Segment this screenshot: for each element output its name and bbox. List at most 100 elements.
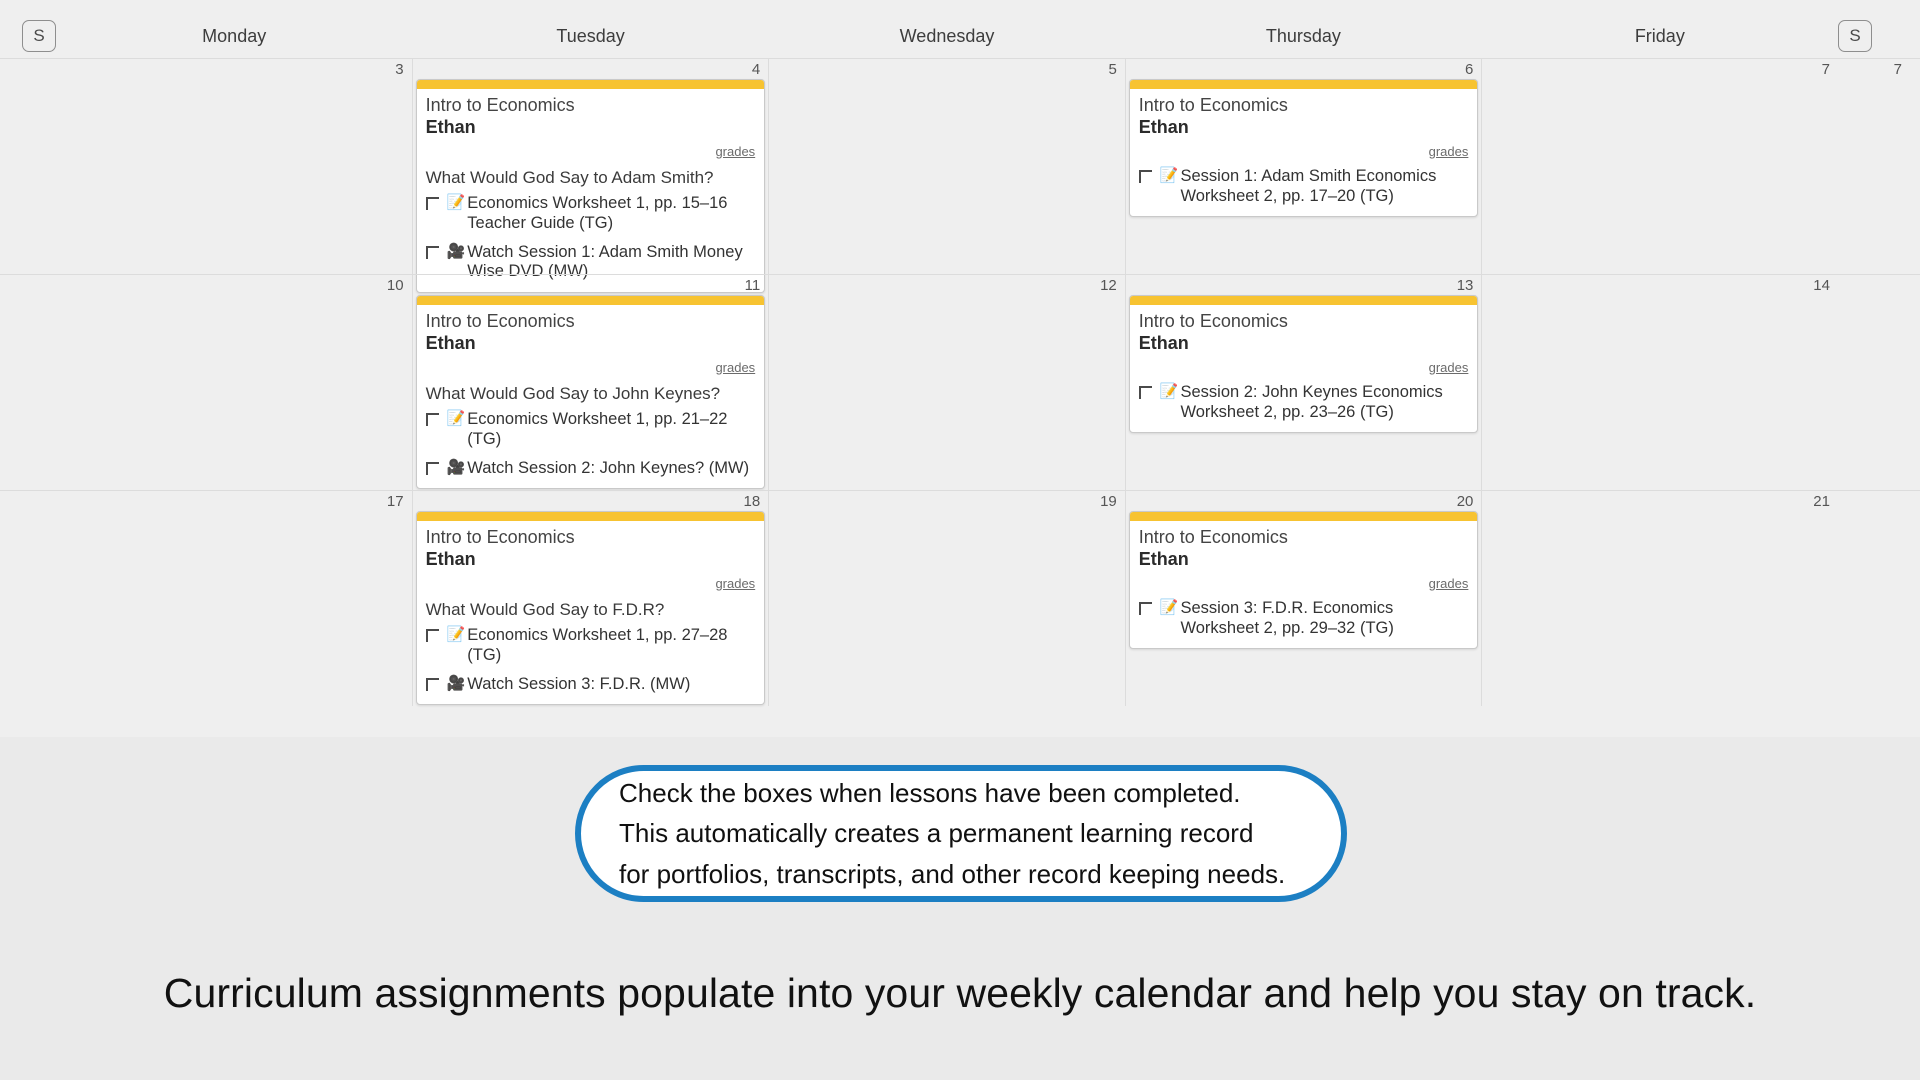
- saturday-toggle-right[interactable]: S: [1838, 20, 1872, 52]
- day-number: 13: [1456, 277, 1474, 294]
- assignment-checkbox[interactable]: [425, 245, 439, 259]
- event-course-name: Intro to Economics: [425, 311, 575, 331]
- saturday-gutter-left: [0, 275, 56, 490]
- event-course-name: Intro to Economics: [1138, 527, 1288, 547]
- movie-camera-icon: 🎥: [446, 242, 466, 260]
- grades-link[interactable]: grades: [715, 575, 756, 591]
- day-cell-tuesday[interactable]: 4 Intro to Economics Ethan grades What Would…: [413, 59, 770, 294]
- day-name-monday: Monday: [202, 26, 267, 46]
- assignment-label: Economics Worksheet 1, pp. 21–22 (TG): [467, 410, 728, 448]
- day-cell-friday[interactable]: 14: [1482, 275, 1838, 490]
- day-number: 6: [1465, 61, 1474, 78]
- day-cell-monday[interactable]: 17: [56, 491, 413, 706]
- assignment-list: 📝 Session 2: John Keynes Economics Worksh…: [1138, 382, 1469, 423]
- callout-line-3: for portfolios, transcripts, and other r…: [619, 858, 1286, 889]
- memo-icon: 📝: [446, 194, 466, 212]
- grades-row: grades: [1139, 143, 1469, 161]
- event-course-name: Intro to Economics: [1138, 95, 1288, 115]
- day-cell-tuesday[interactable]: 18 Intro to Economics Ethan grades What Woul…: [413, 491, 770, 706]
- calendar-header: S Monday Tuesday Wednesday Thursday Frid…: [0, 0, 1920, 58]
- movie-camera-icon: 🎥: [446, 674, 466, 692]
- assignment-label: Watch Session 2: John Keynes? (MW): [467, 458, 750, 477]
- event-color-stripe: [1129, 512, 1478, 521]
- saturday-gutter-left: [0, 491, 56, 706]
- assignment-label: Session 3: F.D.R. Economics Worksheet 2,…: [1180, 598, 1394, 637]
- grades-row: grades: [426, 143, 756, 161]
- day-cell-thursday[interactable]: 20 Intro to Economics Ethan grades 📝 Session …: [1126, 491, 1483, 706]
- day-cell-monday[interactable]: 3: [56, 59, 413, 274]
- day-cell-tuesday[interactable]: 11 Intro to Economics Ethan grades What Woul…: [413, 275, 770, 490]
- assignment-list: 📝 Session 3: F.D.R. Economics Worksheet 2…: [1138, 598, 1469, 639]
- day-cell-friday[interactable]: 21: [1482, 491, 1838, 706]
- event-card-body: Intro to Economics Ethan grades What Would …: [417, 89, 765, 292]
- event-student-name: Ethan: [425, 333, 476, 354]
- memo-icon: 📝: [1159, 166, 1179, 184]
- assignment-checkbox[interactable]: [1138, 169, 1152, 183]
- grades-link[interactable]: grades: [715, 143, 756, 159]
- assignment-list: 📝 Economics Worksheet 1, pp. 27–28 (TG) 🎥 W…: [425, 626, 756, 695]
- grades-row: grades: [426, 575, 756, 593]
- day-cell-wednesday[interactable]: 5: [769, 59, 1126, 274]
- event-student-name: Ethan: [1138, 549, 1189, 570]
- event-color-stripe: [416, 512, 765, 521]
- day-number: 21: [1813, 493, 1830, 510]
- event-card[interactable]: Intro to Economics Ethan grades 📝 Session 3:…: [1128, 511, 1479, 650]
- event-card-body: Intro to Economics Ethan grades What Would …: [417, 521, 765, 704]
- day-cell-thursday[interactable]: 13 Intro to Economics Ethan grades 📝 Session …: [1126, 275, 1483, 490]
- event-card-body: Intro to Economics Ethan grades 📝 Session 2:…: [1130, 305, 1478, 432]
- event-course-name: Intro to Economics: [425, 95, 575, 115]
- assignment-item: 🎥 Watch Session 1: Adam Smith Money Wise …: [425, 242, 756, 283]
- saturday-day-number: 7: [1893, 61, 1902, 78]
- assignment-item: 📝 Session 1: Adam Smith Economics Workshe…: [1138, 166, 1469, 207]
- day-number: 5: [1108, 61, 1117, 78]
- calendar-grid: 3 4 Intro to Economics Ethan grades What Woul…: [0, 58, 1920, 737]
- assignment-checkbox[interactable]: [425, 413, 439, 427]
- saturday-gutter-left: [0, 59, 56, 274]
- callout-line-1: Check the boxes when lessons have been c…: [619, 778, 1241, 809]
- saturday-gutter-right: [1838, 275, 1920, 490]
- event-lesson-title: What Would God Say to Adam Smith?: [425, 167, 714, 187]
- assignment-list: 📝 Session 1: Adam Smith Economics Workshe…: [1138, 166, 1469, 207]
- event-lesson-title: What Would God Say to John Keynes?: [425, 383, 721, 403]
- memo-icon: 📝: [1159, 382, 1179, 400]
- saturday-toggle-left[interactable]: S: [22, 20, 56, 52]
- grades-row: grades: [426, 359, 756, 377]
- grades-row: grades: [1139, 575, 1469, 593]
- event-card[interactable]: Intro to Economics Ethan grades What Would …: [415, 79, 766, 294]
- assignment-checkbox[interactable]: [425, 629, 439, 643]
- event-card[interactable]: Intro to Economics Ethan grades What Would …: [415, 511, 766, 706]
- grades-link[interactable]: grades: [1428, 359, 1469, 375]
- assignment-checkbox[interactable]: [425, 197, 439, 211]
- assignment-label: Economics Worksheet 1, pp. 27–28 (TG): [467, 626, 728, 664]
- grades-link[interactable]: grades: [1428, 143, 1469, 159]
- day-number: 11: [744, 277, 761, 294]
- grades-link[interactable]: grades: [715, 359, 756, 375]
- grades-link[interactable]: grades: [1428, 575, 1469, 591]
- event-course-name: Intro to Economics: [425, 527, 575, 547]
- saturday-gutter-right: 7: [1838, 59, 1920, 274]
- assignment-label: Session 1: Adam Smith Economics Workshee…: [1180, 166, 1437, 205]
- instruction-callout: Check the boxes when lessons have been c…: [575, 765, 1347, 902]
- assignment-checkbox[interactable]: [1138, 601, 1152, 615]
- event-card[interactable]: Intro to Economics Ethan grades What Would …: [415, 295, 766, 490]
- assignment-item: 🎥 Watch Session 3: F.D.R. (MW): [425, 674, 756, 695]
- assignment-label: Watch Session 3: F.D.R. (MW): [467, 674, 691, 693]
- day-cell-wednesday[interactable]: 12: [769, 275, 1126, 490]
- assignment-checkbox[interactable]: [1138, 385, 1152, 399]
- day-cell-thursday[interactable]: 6 Intro to Economics Ethan grades 📝 Session 1…: [1126, 59, 1483, 274]
- day-cell-wednesday[interactable]: 19: [769, 491, 1126, 706]
- memo-icon: 📝: [446, 626, 466, 644]
- assignment-item: 🎥 Watch Session 2: John Keynes? (MW): [425, 458, 756, 479]
- day-cell-friday[interactable]: 7: [1482, 59, 1838, 274]
- assignment-checkbox[interactable]: [425, 461, 439, 475]
- event-card-body: Intro to Economics Ethan grades 📝 Session 1:…: [1130, 89, 1478, 216]
- day-name-row: Monday Tuesday Wednesday Thursday Friday: [56, 0, 1838, 58]
- event-card[interactable]: Intro to Economics Ethan grades 📝 Session 1:…: [1128, 79, 1479, 218]
- event-card[interactable]: Intro to Economics Ethan grades 📝 Session 2:…: [1128, 295, 1479, 434]
- event-student-name: Ethan: [1138, 117, 1189, 138]
- assignment-checkbox[interactable]: [425, 677, 439, 691]
- day-cell-monday[interactable]: 10: [56, 275, 413, 490]
- event-course-name: Intro to Economics: [1138, 311, 1288, 331]
- day-number: 3: [395, 61, 404, 78]
